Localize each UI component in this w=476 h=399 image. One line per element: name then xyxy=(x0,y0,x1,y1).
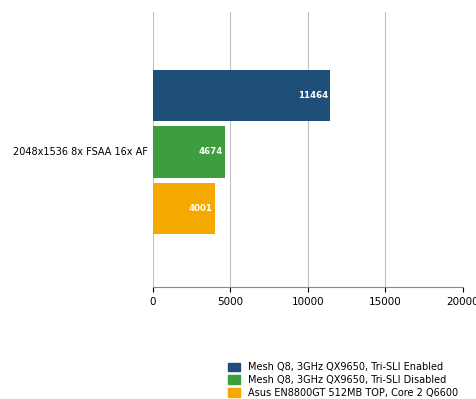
Bar xyxy=(152,183,214,234)
Legend: Mesh Q8, 3GHz QX9650, Tri-SLI Enabled, Mesh Q8, 3GHz QX9650, Tri-SLI Disabled, A: Mesh Q8, 3GHz QX9650, Tri-SLI Enabled, M… xyxy=(228,362,457,398)
Text: 11464: 11464 xyxy=(297,91,327,100)
Bar xyxy=(152,126,225,178)
Text: 4001: 4001 xyxy=(188,204,212,213)
Text: 4674: 4674 xyxy=(198,148,222,156)
Bar xyxy=(152,69,330,121)
